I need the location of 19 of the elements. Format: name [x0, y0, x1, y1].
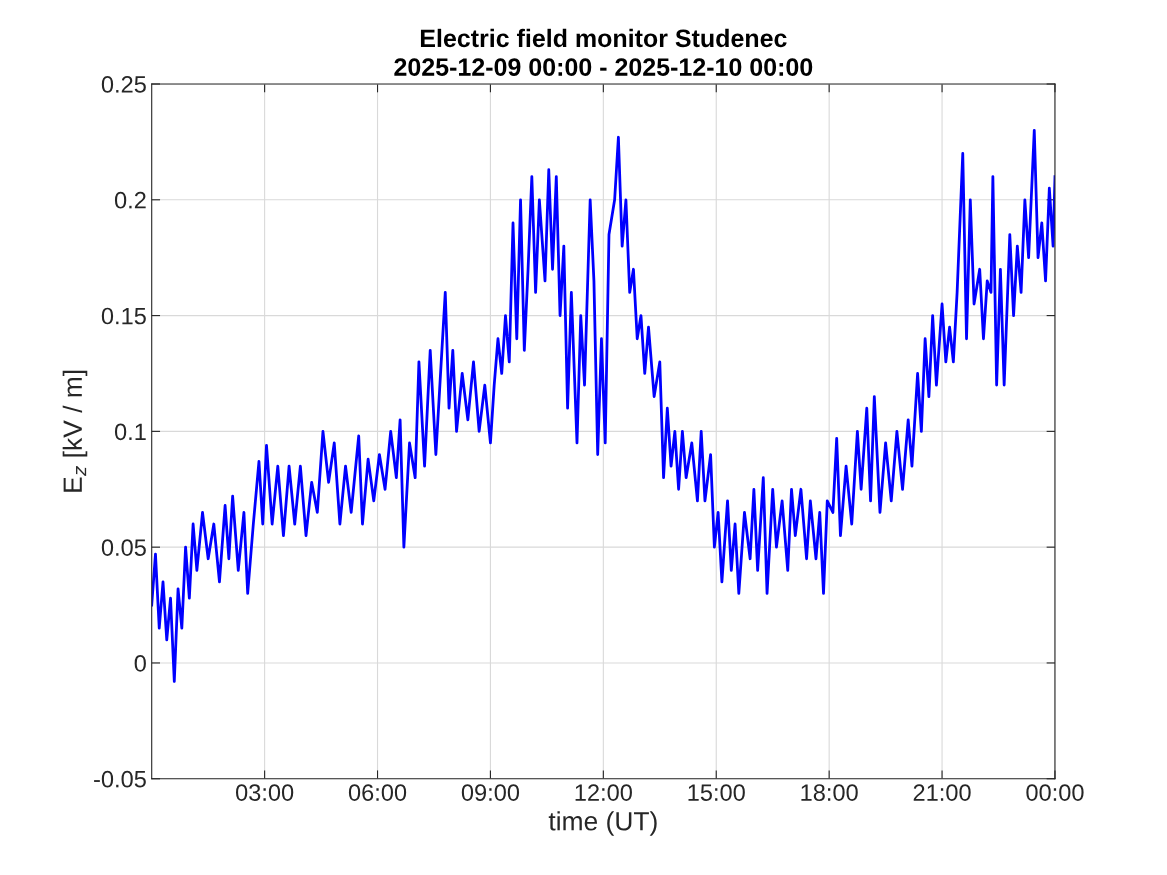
y-tick-label: 0 [134, 655, 146, 672]
x-tick-label: 12:00 [575, 784, 632, 801]
x-tick-label: 15:00 [688, 784, 745, 801]
y-tick-label: -0.05 [94, 770, 146, 788]
x-tick-label: 18:00 [801, 784, 858, 801]
y-tick-label: 0.05 [101, 539, 146, 556]
x-tick-label: 21:00 [913, 784, 971, 801]
y-tick-label: 0.25 [101, 76, 146, 93]
y-axis-title: E$_{z}$ [kV / m] [62, 370, 88, 492]
x-tick-label: 09:00 [461, 784, 520, 801]
line-series [151, 128, 1055, 683]
x-axis-title: time (UT) [548, 811, 657, 836]
y-tick-label: 0.15 [101, 307, 146, 325]
x-tick-label: 03:00 [236, 784, 294, 801]
x-tick-label: 00:00 [1026, 784, 1084, 801]
x-tick-label: 06:00 [348, 784, 407, 801]
chart-title: Electric field monitor Studenec 2025-12-09 00:00 - 2025-12-10 00:00 [394, 28, 813, 76]
y-tick-label: 0.1 [114, 423, 146, 441]
y-tick-label: 0.2 [114, 191, 146, 209]
